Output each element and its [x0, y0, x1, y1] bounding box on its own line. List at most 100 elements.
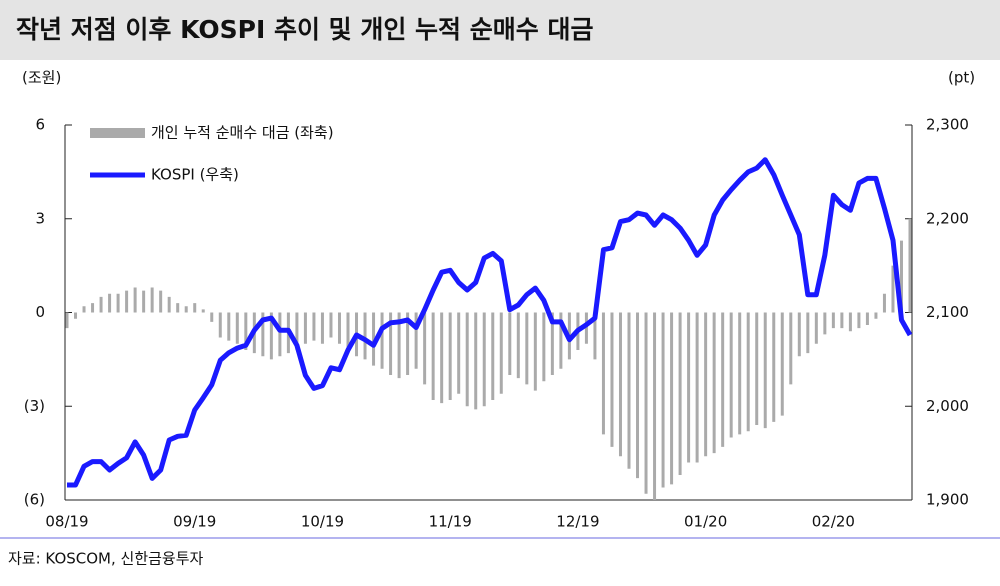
bar	[491, 312, 495, 400]
bar	[636, 312, 640, 479]
y-tick-label: 0	[35, 303, 45, 321]
bar	[159, 290, 163, 313]
legend-swatch	[90, 128, 145, 138]
bar	[457, 312, 461, 394]
bar	[278, 312, 282, 357]
bar	[448, 312, 452, 400]
bar	[346, 312, 350, 350]
bar	[133, 287, 137, 313]
bar	[814, 312, 818, 344]
bar	[772, 312, 776, 422]
y2-tick-label: 2,200	[926, 209, 969, 227]
bar	[661, 312, 665, 488]
bar	[235, 312, 239, 344]
bar	[116, 293, 120, 313]
bar	[142, 290, 146, 313]
bar	[329, 312, 333, 338]
y2-tick-label: 2,000	[926, 397, 969, 415]
legend-label: KOSPI (우축)	[151, 166, 239, 184]
bar	[763, 312, 767, 429]
y2-axis-unit: (pt)	[948, 69, 975, 87]
bar	[738, 312, 742, 435]
bar	[755, 312, 759, 425]
bar	[670, 312, 674, 485]
bar	[848, 312, 852, 332]
bar	[397, 312, 401, 379]
x-tick-label: 12/19	[556, 513, 599, 531]
x-tick-label: 02/20	[812, 513, 855, 531]
bar	[108, 293, 112, 313]
bar	[99, 296, 103, 313]
bar	[865, 312, 869, 325]
bar	[201, 309, 205, 313]
bar	[653, 312, 657, 500]
y-tick-label: 3	[35, 209, 45, 227]
bar	[601, 312, 605, 435]
bar	[474, 312, 478, 410]
bar	[610, 312, 614, 447]
bar	[891, 265, 895, 313]
bar	[644, 312, 648, 494]
bar	[210, 312, 214, 322]
bar	[269, 312, 273, 360]
bar	[559, 312, 563, 369]
bar	[542, 312, 546, 382]
x-tick-label: 10/19	[301, 513, 344, 531]
bar	[244, 312, 248, 350]
bar	[184, 306, 188, 313]
bar	[167, 296, 171, 313]
bar	[125, 290, 129, 313]
source-note: 자료: KOSCOM, 신한금융투자	[8, 550, 204, 568]
bar	[465, 312, 469, 407]
bar	[406, 312, 410, 375]
bar	[687, 312, 691, 463]
bar	[423, 312, 427, 385]
bar	[74, 312, 78, 319]
bar	[337, 312, 341, 344]
bar	[312, 312, 316, 341]
bar	[678, 312, 682, 475]
bar	[840, 312, 844, 329]
bar	[525, 312, 529, 385]
bar	[806, 312, 810, 354]
bar	[908, 218, 912, 313]
bar	[746, 312, 750, 432]
bar	[533, 312, 537, 391]
bar	[508, 312, 512, 375]
bar	[303, 312, 307, 344]
bar	[721, 312, 725, 447]
bar	[789, 312, 793, 385]
bar	[729, 312, 733, 438]
y2-tick-label: 1,900	[926, 491, 969, 509]
legend-label: 개인 누적 순매수 대금 (좌축)	[151, 124, 334, 142]
x-tick-label: 01/20	[684, 513, 727, 531]
bar	[857, 312, 861, 329]
bar	[593, 312, 597, 360]
bar	[780, 312, 784, 416]
bar	[516, 312, 520, 379]
bar	[712, 312, 716, 454]
bar	[874, 312, 878, 319]
bar	[65, 312, 69, 329]
bar	[176, 303, 180, 313]
bar	[499, 312, 503, 394]
chart-title: 작년 저점 이후 KOSPI 추이 및 개인 누적 순매수 대금	[16, 15, 593, 44]
bar	[440, 312, 444, 404]
x-tick-label: 08/19	[45, 513, 88, 531]
bar	[482, 312, 486, 407]
y-tick-label: (3)	[24, 397, 45, 415]
bar	[295, 312, 299, 350]
bar	[704, 312, 708, 457]
title-bar	[0, 0, 1000, 60]
bar	[363, 312, 367, 360]
y-tick-label: (6)	[24, 491, 45, 509]
bar	[193, 303, 197, 313]
y2-tick-label: 2,100	[926, 303, 969, 321]
bar	[584, 312, 588, 344]
bar	[372, 312, 376, 366]
y-tick-label: 6	[35, 116, 45, 134]
bar	[261, 312, 265, 357]
bar	[82, 306, 86, 313]
line	[67, 157, 913, 488]
